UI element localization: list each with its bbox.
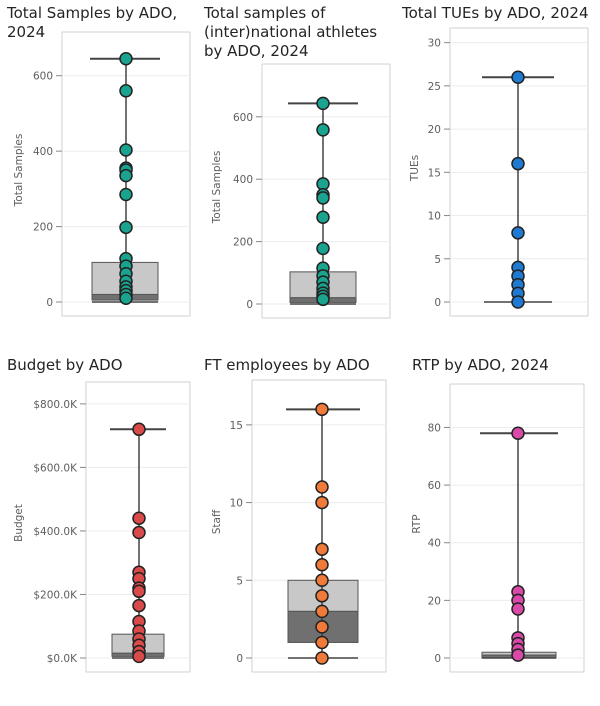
data-point xyxy=(119,168,133,183)
chart-title: Total TUEs by ADO, 2024 xyxy=(402,4,589,22)
box-plot: 0 20 40 60 80 RTP xyxy=(411,383,585,673)
chart-ft-employees: FT employees by ADO 0 5 10 15 Staff xyxy=(200,348,400,706)
data-point xyxy=(132,525,146,540)
y-axis-title: TUEs xyxy=(409,155,421,182)
data-point xyxy=(132,584,146,599)
tick-label: 40 xyxy=(428,538,441,550)
box-plot: 0 200 400 600 Total Samples xyxy=(211,63,391,319)
tick-label: 0 xyxy=(236,653,243,665)
tick-label: 10 xyxy=(230,498,243,510)
data-point xyxy=(511,156,525,171)
data-point xyxy=(316,292,330,307)
tick-label: $800.0K xyxy=(33,399,78,411)
data-point xyxy=(315,557,329,572)
tick-label: $0.0K xyxy=(47,653,78,665)
data-point xyxy=(316,241,330,256)
y-axis-title: Budget xyxy=(13,504,25,542)
data-point xyxy=(315,573,329,588)
tick-label: $200.0K xyxy=(33,589,78,601)
data-point xyxy=(315,542,329,556)
data-point xyxy=(511,295,525,309)
data-point xyxy=(511,602,525,616)
data-point xyxy=(119,143,133,157)
data-point xyxy=(511,648,525,662)
tick-label: 20 xyxy=(428,124,441,136)
data-point xyxy=(511,226,525,240)
tick-label: $400.0K xyxy=(33,526,78,538)
data-point xyxy=(119,291,133,305)
data-point xyxy=(119,84,133,98)
data-point xyxy=(315,635,329,650)
data-point xyxy=(132,422,146,437)
tick-label: 15 xyxy=(428,167,441,179)
tick-label: 20 xyxy=(428,595,441,607)
tick-label: 10 xyxy=(428,211,441,223)
data-point xyxy=(315,604,329,619)
tick-label: 200 xyxy=(233,237,253,249)
data-point xyxy=(119,187,133,202)
y-axis-title: RTP xyxy=(411,514,423,533)
tick-label: 0 xyxy=(434,653,441,665)
data-point xyxy=(132,649,146,664)
chart-title: RTP by ADO, 2024 xyxy=(412,356,549,374)
chart-title: Total Samples by ADO, 2024 xyxy=(7,4,178,41)
chart-title: Total samples of (inter)national athlete… xyxy=(204,4,378,60)
tick-label: 25 xyxy=(428,81,441,93)
tick-label: 5 xyxy=(434,254,441,266)
tick-label: 5 xyxy=(236,575,243,587)
box-plot: $0.0K $200.0K $400.0K $600.0K $800.0K Budget xyxy=(13,381,191,673)
box-plot: 0 5 10 15 Staff xyxy=(211,379,387,673)
tick-label: 0 xyxy=(46,297,53,309)
chart-total-samples: Total Samples by ADO, 2024 0 200 400 600 Tot… xyxy=(0,0,200,340)
tick-label: 15 xyxy=(230,420,243,432)
data-point xyxy=(119,51,133,66)
tick-label: 30 xyxy=(428,38,441,50)
y-axis-title: Total Samples xyxy=(211,151,223,225)
data-point xyxy=(132,511,146,525)
data-point xyxy=(315,620,329,634)
data-point xyxy=(316,96,330,111)
chart-total-tues: Total TUEs by ADO, 2024 0 5 10 15 20 25 30 TUEs xyxy=(400,0,600,340)
tick-label: 400 xyxy=(33,146,53,158)
data-point xyxy=(315,495,329,510)
data-point xyxy=(316,210,330,225)
box-plot: 0 5 10 15 20 25 30 TUEs xyxy=(409,27,589,317)
chart-title: FT employees by ADO xyxy=(204,356,370,374)
data-point xyxy=(119,220,133,235)
data-point xyxy=(315,402,329,417)
y-axis-title: Total Samples xyxy=(13,134,25,208)
tick-label: 600 xyxy=(33,71,53,83)
tick-label: 0 xyxy=(434,297,441,309)
chart-budget: Budget by ADO $0.0K $200.0K $400.0K $600.0K… xyxy=(0,348,200,706)
data-point xyxy=(315,589,329,603)
data-point xyxy=(316,123,330,137)
data-point xyxy=(316,191,330,205)
tick-label: 200 xyxy=(33,222,53,234)
tick-label: $600.0K xyxy=(33,462,78,474)
data-point xyxy=(511,70,525,84)
tick-label: 400 xyxy=(233,174,253,186)
tick-label: 60 xyxy=(428,480,441,492)
data-point xyxy=(132,598,146,613)
box-plot: 0 200 400 600 Total Samples xyxy=(13,31,191,317)
chart-title: Budget by ADO xyxy=(7,356,123,374)
data-point xyxy=(511,426,525,440)
tick-label: 600 xyxy=(233,112,253,124)
chart-rtp: RTP by ADO, 2024 0 20 40 60 80 RTP xyxy=(400,348,600,706)
data-point xyxy=(315,480,329,494)
tick-label: 80 xyxy=(428,422,441,434)
y-axis-title: Staff xyxy=(211,509,223,534)
data-point xyxy=(315,651,329,665)
chart-international-samples: Total samples of (inter)national athlete… xyxy=(200,0,400,340)
tick-label: 0 xyxy=(246,299,253,311)
